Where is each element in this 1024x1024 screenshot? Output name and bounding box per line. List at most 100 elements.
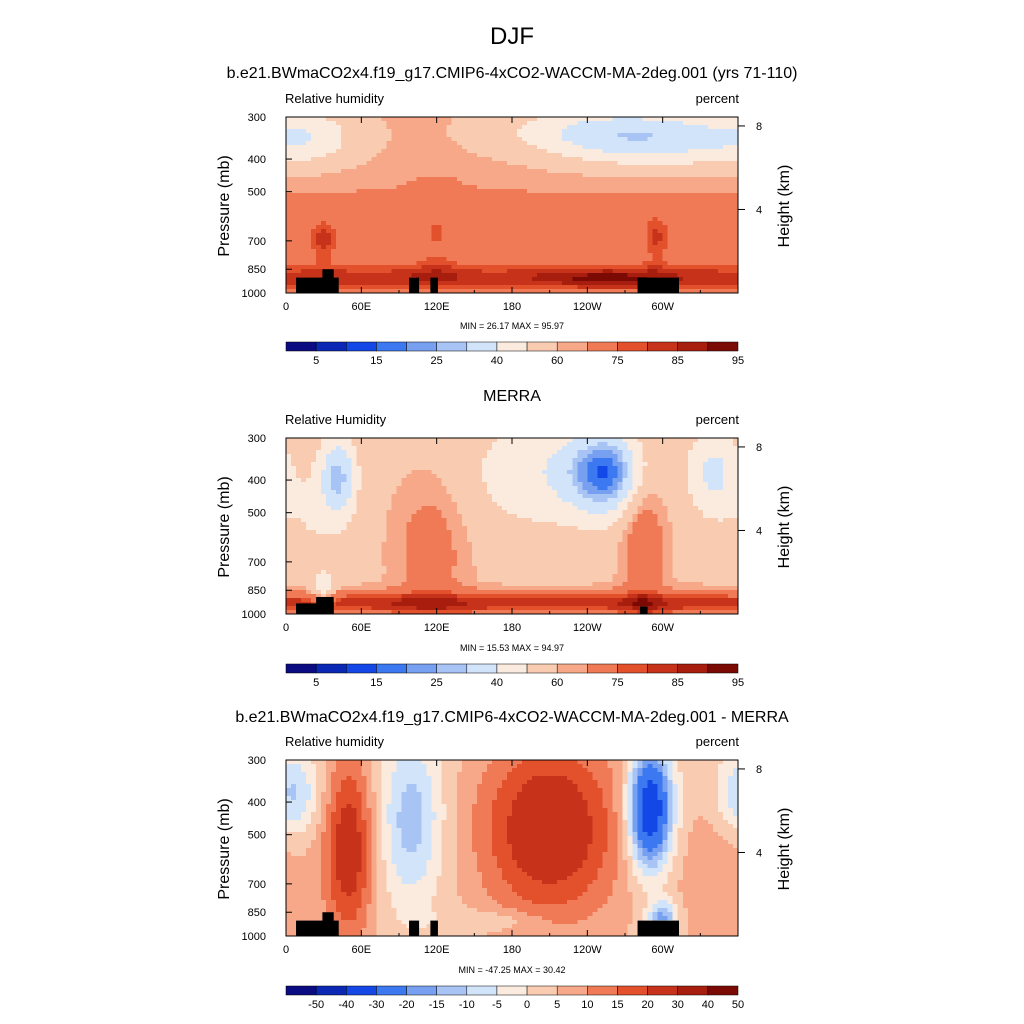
field-cell — [637, 125, 644, 130]
field-cell — [532, 245, 538, 250]
field-cell — [617, 137, 624, 142]
field-cell — [587, 169, 593, 174]
field-cell — [321, 201, 327, 206]
field-cell — [351, 237, 357, 242]
field-cell — [607, 141, 614, 146]
field-cell — [306, 273, 312, 278]
field-cell — [416, 229, 423, 234]
field-cell — [672, 462, 679, 467]
field-cell — [717, 193, 724, 198]
field-cell — [637, 153, 644, 158]
field-cell — [582, 217, 588, 222]
field-cell — [341, 474, 347, 479]
field-cell — [471, 229, 478, 234]
field-cell — [567, 277, 573, 282]
field-cell — [632, 265, 639, 270]
field-cell — [732, 193, 739, 198]
field-cell — [537, 229, 543, 234]
field-cell — [602, 129, 609, 134]
field-cell — [697, 185, 704, 190]
field-cell — [336, 277, 342, 282]
field-cell — [632, 450, 639, 455]
field-cell — [481, 137, 488, 142]
field-cell — [311, 213, 317, 218]
field-cell — [391, 213, 398, 218]
field-cell — [391, 221, 398, 226]
field-cell — [366, 446, 372, 451]
field-cell — [572, 462, 578, 467]
field-cell — [732, 185, 739, 190]
field-cell — [506, 241, 513, 246]
field-cell — [732, 269, 739, 274]
field-cell — [366, 169, 372, 174]
field-cell — [727, 273, 734, 278]
field-cell — [336, 209, 342, 214]
field-cell — [506, 185, 513, 190]
field-cell — [401, 177, 408, 182]
field-cell — [416, 458, 423, 463]
field-cell — [296, 458, 302, 463]
field-cell — [557, 245, 563, 250]
field-cell — [602, 209, 609, 214]
field-cell — [466, 225, 473, 230]
field-cell — [552, 233, 558, 238]
field-cell — [677, 466, 684, 471]
y-right-tick-label: 4 — [756, 204, 762, 216]
field-cell — [612, 466, 619, 471]
field-cell — [517, 269, 523, 274]
field-cell — [506, 454, 513, 459]
field-cell — [572, 466, 578, 471]
field-cell — [707, 117, 714, 122]
field-cell — [542, 454, 548, 459]
field-cell — [436, 446, 443, 451]
field-cell — [461, 221, 468, 226]
field-cell — [466, 149, 473, 154]
field-cell — [612, 233, 619, 238]
field-cell — [647, 197, 654, 202]
field-cell — [286, 454, 292, 459]
field-cell — [582, 165, 588, 170]
field-cell — [426, 129, 433, 134]
field-cell — [612, 241, 619, 246]
field-cell — [471, 157, 478, 162]
field-cell — [627, 145, 634, 150]
field-cell — [582, 213, 588, 218]
field-cell — [582, 177, 588, 182]
field-cell — [441, 285, 448, 290]
field-cell — [602, 133, 609, 138]
field-cell — [652, 125, 659, 130]
field-cell — [296, 117, 302, 122]
field-cell — [321, 121, 327, 126]
field-cell — [562, 221, 568, 226]
field-cell — [732, 442, 739, 447]
field-cell — [501, 450, 508, 455]
field-cell — [662, 129, 669, 134]
field-cell — [441, 197, 448, 202]
field-cell — [687, 145, 694, 150]
field-cell — [416, 245, 423, 250]
field-cell — [446, 125, 453, 130]
field-cell — [291, 217, 297, 222]
field-cell — [316, 462, 322, 467]
field-cell — [677, 189, 684, 194]
field-cell — [381, 189, 388, 194]
field-cell — [506, 117, 513, 122]
field-cell — [471, 281, 478, 286]
field-cell — [612, 141, 619, 146]
field-cell — [356, 470, 362, 475]
field-cell — [496, 273, 503, 278]
field-cell — [411, 257, 418, 262]
field-cell — [436, 137, 443, 142]
field-cell — [657, 189, 664, 194]
field-cell — [567, 466, 573, 471]
field-cell — [517, 153, 523, 158]
field-cell — [512, 273, 518, 278]
field-cell — [446, 281, 453, 286]
x-tick-label: 60E — [352, 301, 372, 313]
field-cell — [471, 193, 478, 198]
field-cell — [351, 277, 357, 282]
field-cell — [682, 189, 689, 194]
field-cell — [351, 141, 357, 146]
field-cell — [406, 153, 413, 158]
field-cell — [446, 205, 453, 210]
